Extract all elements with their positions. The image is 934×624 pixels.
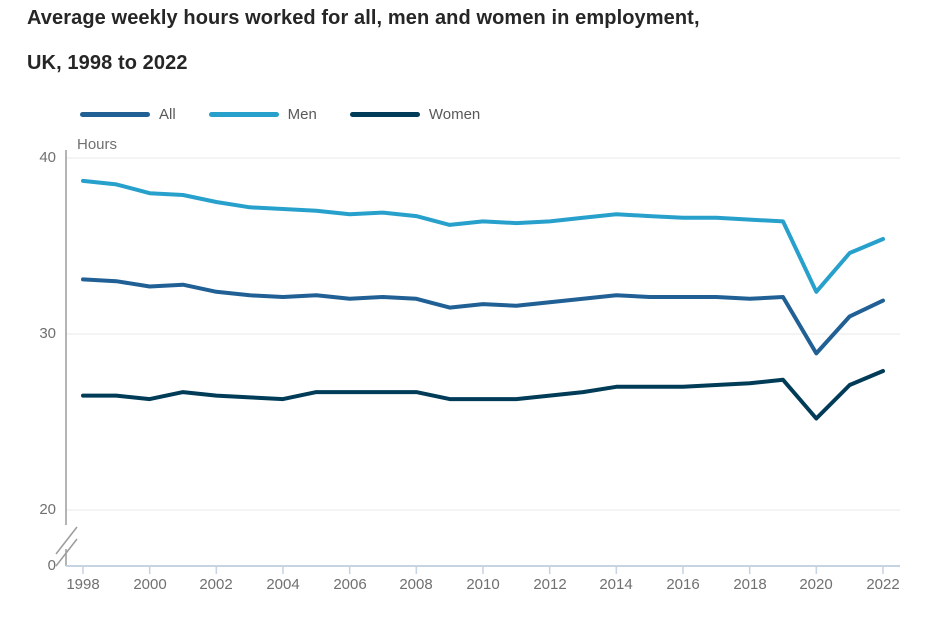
data-line-women [81,369,885,421]
legend-swatch-all [80,112,150,117]
x-tick-label-2016: 2016 [666,576,700,593]
legend-item-women: Women [349,106,481,123]
y-axis-unit-label: Hours [77,136,118,153]
y-tick-label-40: 40 [39,149,56,166]
axis-break-icon [55,538,78,567]
legend-item-men: Men [208,106,317,123]
chart-title: Average weekly hours worked for all, men… [27,8,887,73]
chart-title-line1: Average weekly hours worked for all, men… [27,7,700,29]
x-tick-label-2020: 2020 [799,576,833,593]
legend-swatch-men [208,112,279,117]
data-line-men [81,178,885,294]
y-tick-label-20: 20 [39,501,56,518]
legend-label-women: Women [428,106,481,123]
x-tick-label-2000: 2000 [133,576,167,593]
x-tick-label-2014: 2014 [599,576,633,593]
x-tick-label-1998: 1998 [66,576,100,593]
legend-swatch-women [349,112,420,117]
y-tick-label-0: 0 [47,557,56,574]
axis-break-icon [55,526,78,555]
y-tick-label-30: 30 [39,325,56,342]
x-tick-label-2006: 2006 [333,576,367,593]
legend-item-all: All [80,106,176,123]
x-tick-label-2010: 2010 [466,576,500,593]
x-tick-label-2008: 2008 [399,576,433,593]
legend-label-all: All [159,106,176,123]
chart-title-line2: UK, 1998 to 2022 [27,52,188,74]
x-tick-label-2002: 2002 [199,576,233,593]
x-tick-label-2022: 2022 [866,576,900,593]
legend: All Men Women [80,106,513,123]
x-tick-label-2012: 2012 [533,576,567,593]
legend-label-men: Men [287,106,317,123]
x-tick-label-2004: 2004 [266,576,300,593]
data-line-all [81,277,885,356]
x-tick-label-2018: 2018 [733,576,767,593]
